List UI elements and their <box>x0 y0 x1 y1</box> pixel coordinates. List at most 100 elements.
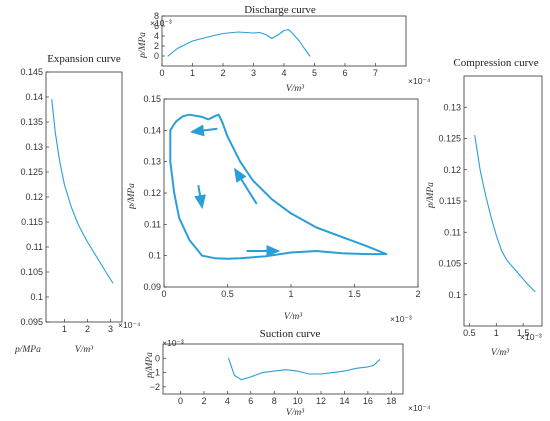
discharge-chart: Discharge curve p/MPa ×10⁻³ V/m³ ×10⁻⁴ 0… <box>138 4 431 94</box>
direction-arrow <box>194 184 206 210</box>
suction-xtick-label: 16 <box>363 396 373 406</box>
expansion-ytick-label: 0.12 <box>25 192 43 202</box>
expansion-xtick-label: 1 <box>62 324 67 334</box>
main-xtick-label: 1 <box>288 289 293 299</box>
main-xlabel: V/m³ <box>284 312 302 322</box>
suction-chart: Suction curve p/MPa ×10⁻³ V/m³ ×10⁻⁴ 0 2 4… <box>145 328 431 418</box>
expansion-ytick-label: 0.135 <box>20 117 43 127</box>
suction-ytick-label: 0 <box>155 353 160 363</box>
main-xtick-label: 0 <box>161 289 166 299</box>
compression-ylabel: p/MPa <box>426 182 436 209</box>
compression-xlabel: V/m³ <box>491 348 509 358</box>
expansion-ytick-label: 0.11 <box>26 242 43 252</box>
suction-xtick-label: 12 <box>316 396 326 406</box>
main-ytick-label: 0.14 <box>143 125 161 135</box>
main-ytick-label: 0.13 <box>143 157 161 167</box>
compression-xtick-label: 1 <box>494 328 499 338</box>
main-pv-chart: p/MPa V/m³ ×10⁻³ 0 0.5 1 1.5 2 0.09 0.1 0.11 0.1… <box>127 94 421 324</box>
compression-ytick-label: 0.105 <box>438 259 461 269</box>
suction-xlabel: V/m³ <box>286 408 304 418</box>
suction-xtick-label: 6 <box>248 396 253 406</box>
suction-title: Suction curve <box>260 328 321 340</box>
discharge-xlabel: V/m³ <box>286 84 304 94</box>
discharge-ytick-label: 4 <box>154 31 159 41</box>
suction-y-exponent: ×10⁻³ <box>162 338 184 348</box>
expansion-title: Expansion curve <box>47 53 121 65</box>
expansion-ytick-label: 0.1 <box>30 292 43 302</box>
main-x-exponent: ×10⁻³ <box>390 314 412 324</box>
direction-arrow <box>234 167 258 205</box>
compression-chart: Compression curve p/MPa V/m³ ×10⁻³ 0.5 1 1… <box>426 57 543 358</box>
expansion-ytick-label: 0.14 <box>25 92 43 102</box>
suction-ytick-label: −1 <box>150 368 160 378</box>
discharge-xtick-label: 3 <box>251 68 256 78</box>
main-ytick-label: 0.15 <box>143 94 161 104</box>
discharge-xtick-label: 1 <box>190 68 195 78</box>
direction-arrow <box>189 124 218 137</box>
discharge-xtick-label: 6 <box>342 68 347 78</box>
expansion-x-exponent: ×10⁻⁴ <box>118 320 141 330</box>
compression-xtick-label: 1.5 <box>517 328 530 338</box>
expansion-chart: Expansion curve p/MPa V/m³ ×10⁻⁴ 1 2 3 0.09… <box>14 53 141 355</box>
main-cycle-line <box>169 113 388 260</box>
expansion-ytick-label: 0.145 <box>20 67 43 77</box>
compression-ytick-label: 0.115 <box>439 196 461 206</box>
expansion-ytick-label: 0.105 <box>20 267 43 277</box>
discharge-ylabel: p/MPa <box>138 32 148 59</box>
main-xtick-label: 1.5 <box>348 289 361 299</box>
compression-axes-frame <box>463 75 543 327</box>
suction-xtick-label: 10 <box>293 396 303 406</box>
expansion-ytick-label: 0.13 <box>25 142 43 152</box>
expansion-series-line <box>51 98 114 284</box>
compression-ytick-label: 0.11 <box>444 227 461 237</box>
expansion-ytick-label: 0.095 <box>20 317 43 327</box>
expansion-xtick-label: 2 <box>85 324 90 334</box>
main-axes-frame <box>163 98 419 288</box>
main-ytick-label: 0.1 <box>148 251 161 261</box>
discharge-title: Discharge curve <box>244 4 316 16</box>
discharge-series-line <box>167 28 311 57</box>
compression-xtick-label: 0.5 <box>463 328 476 338</box>
suction-xtick-label: 8 <box>272 396 277 406</box>
main-ytick-label: 0.09 <box>143 282 161 292</box>
compression-ytick-label: 0.12 <box>443 165 461 175</box>
compression-series-line <box>474 134 536 293</box>
discharge-xtick-label: 7 <box>373 68 378 78</box>
discharge-x-exponent: ×10⁻⁴ <box>408 76 431 86</box>
discharge-ytick-label: 2 <box>154 41 159 51</box>
main-xtick-label: 2 <box>415 289 420 299</box>
expansion-ytick-label: 0.125 <box>20 167 43 177</box>
discharge-xtick-label: 4 <box>281 68 286 78</box>
compression-ytick-label: 0.125 <box>438 134 461 144</box>
suction-axes-frame <box>162 343 404 395</box>
main-ytick-label: 0.11 <box>144 219 161 229</box>
compression-ytick-label: 0.1 <box>448 290 461 300</box>
expansion-ylabel: p/MPa <box>14 345 41 355</box>
suction-xtick-label: 14 <box>339 396 349 406</box>
main-ylabel: p/MPa <box>127 183 137 210</box>
main-ytick-label: 0.12 <box>143 188 161 198</box>
expansion-xlabel: V/m³ <box>75 345 93 355</box>
suction-ytick-label: −2 <box>150 382 160 392</box>
discharge-y-exponent: ×10⁻³ <box>150 18 172 28</box>
main-xtick-label: 0.5 <box>221 289 234 299</box>
discharge-ytick-label: 6 <box>154 21 159 31</box>
suction-xtick-label: 4 <box>225 396 230 406</box>
suction-xtick-label: 2 <box>201 396 206 406</box>
discharge-xtick-label: 0 <box>159 68 164 78</box>
suction-ylabel: p/MPa <box>145 352 155 379</box>
compression-title: Compression curve <box>453 57 538 69</box>
discharge-xtick-label: 2 <box>220 68 225 78</box>
compression-ytick-label: 0.13 <box>443 102 461 112</box>
expansion-axes-frame <box>45 71 123 323</box>
discharge-axes-frame <box>161 15 407 67</box>
expansion-ytick-label: 0.115 <box>21 217 43 227</box>
discharge-xtick-label: 5 <box>312 68 317 78</box>
suction-series-line <box>228 357 381 381</box>
suction-x-exponent: ×10⁻⁴ <box>408 403 431 413</box>
discharge-ytick-label: 0 <box>154 51 159 61</box>
suction-xtick-label: 0 <box>178 396 183 406</box>
expansion-xtick-label: 3 <box>108 324 113 334</box>
discharge-ytick-label: 8 <box>154 11 159 21</box>
